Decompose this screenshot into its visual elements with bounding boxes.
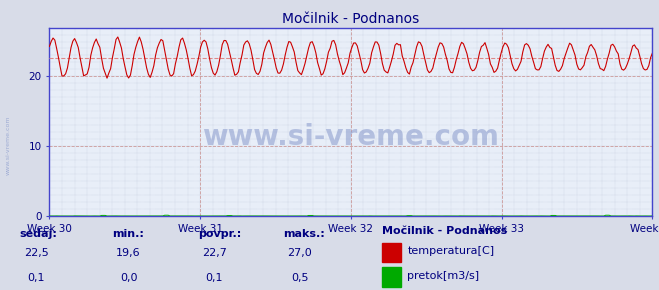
Text: pretok[m3/s]: pretok[m3/s] <box>407 271 479 280</box>
Text: povpr.:: povpr.: <box>198 229 241 239</box>
Text: 0,1: 0,1 <box>28 273 45 282</box>
Text: 22,5: 22,5 <box>24 248 49 258</box>
Text: Močilnik - Podnanos: Močilnik - Podnanos <box>382 226 507 236</box>
Text: 0,5: 0,5 <box>291 273 308 282</box>
Text: 22,7: 22,7 <box>202 248 227 258</box>
Text: 19,6: 19,6 <box>116 248 141 258</box>
Text: temperatura[C]: temperatura[C] <box>407 246 494 256</box>
Bar <box>382 243 401 262</box>
Text: www.si-vreme.com: www.si-vreme.com <box>202 123 500 151</box>
Text: 0,1: 0,1 <box>206 273 223 282</box>
Title: Močilnik - Podnanos: Močilnik - Podnanos <box>282 12 420 26</box>
Text: maks.:: maks.: <box>283 229 325 239</box>
Text: www.si-vreme.com: www.si-vreme.com <box>5 115 11 175</box>
Text: 27,0: 27,0 <box>287 248 312 258</box>
Bar <box>382 267 401 287</box>
Text: min.:: min.: <box>112 229 144 239</box>
Text: sedaj:: sedaj: <box>20 229 57 239</box>
Text: 0,0: 0,0 <box>120 273 137 282</box>
